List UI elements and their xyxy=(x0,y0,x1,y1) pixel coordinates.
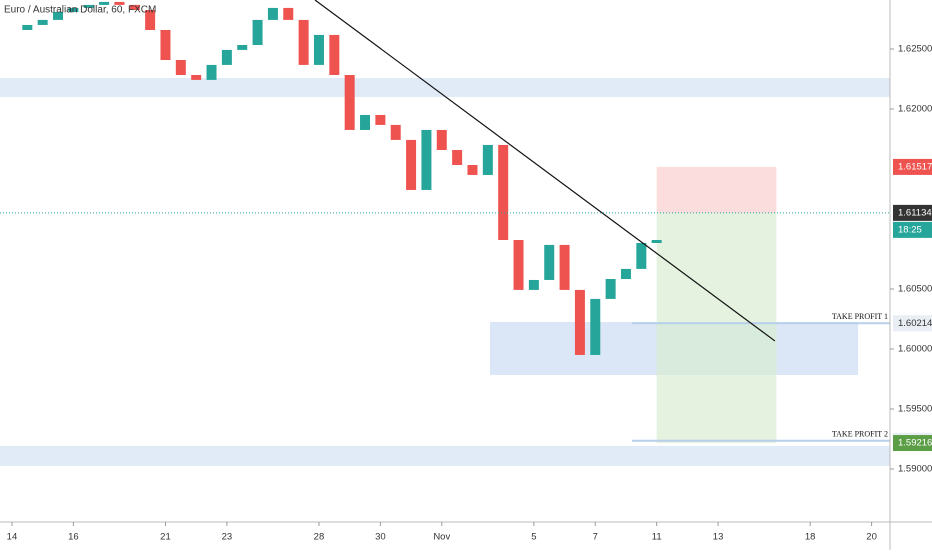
take-profit-label: TAKE PROFIT 1 xyxy=(832,312,888,321)
x-tick-label: 11 xyxy=(652,532,662,543)
candle-body xyxy=(421,129,432,190)
candle-body xyxy=(37,19,48,25)
x-tick-label: 14 xyxy=(7,532,18,543)
candle-body xyxy=(53,12,64,20)
x-tick-label: 20 xyxy=(866,532,877,543)
y-tick-label: 1.60500 xyxy=(898,283,932,294)
y-tick-label: 1.59500 xyxy=(898,403,932,414)
x-tick-label: 28 xyxy=(314,532,325,543)
price-badge xyxy=(893,204,932,221)
candle-body xyxy=(574,289,585,355)
countdown-label: 18:25 xyxy=(898,224,922,235)
candle-body xyxy=(83,4,94,8)
candle-body xyxy=(145,9,156,31)
price-badge xyxy=(893,315,932,332)
y-tick-label: 1.59000 xyxy=(898,463,932,474)
candle-body xyxy=(636,243,647,269)
candle-body xyxy=(559,244,570,290)
trendline xyxy=(314,0,776,342)
price-badge xyxy=(893,158,932,175)
price-badge xyxy=(893,435,932,452)
candle-body xyxy=(129,4,140,10)
candle-body xyxy=(313,34,324,65)
candle-body xyxy=(390,124,401,140)
candle-body xyxy=(651,240,662,243)
zone xyxy=(0,78,890,97)
candle-body xyxy=(298,19,309,65)
candle-body xyxy=(452,150,463,165)
candle-body xyxy=(175,60,186,75)
price-badge-label: 1.61134 xyxy=(898,207,932,218)
candle-body xyxy=(498,144,509,240)
x-tick-label: 16 xyxy=(68,532,79,543)
price-badge-label: 1.60214 xyxy=(898,318,932,329)
candle-body xyxy=(329,34,340,75)
candle-body xyxy=(221,49,232,65)
countdown-badge xyxy=(893,221,932,238)
candle-body xyxy=(482,144,493,175)
candle-body xyxy=(267,7,278,20)
candle-body xyxy=(114,1,125,5)
chart-title: Euro / Australian Dollar, 60, FXCM xyxy=(4,5,156,16)
candle-body xyxy=(22,24,33,30)
candle-body xyxy=(605,279,616,299)
take-profit-label: TAKE PROFIT 2 xyxy=(832,430,888,439)
candle-body xyxy=(513,240,524,290)
x-tick-label: 13 xyxy=(713,532,724,543)
stop-zone xyxy=(656,166,777,213)
candle-body xyxy=(344,75,355,130)
x-tick-label: 7 xyxy=(593,532,598,543)
x-tick-label: 21 xyxy=(160,532,171,543)
x-tick-label: Nov xyxy=(433,532,450,543)
zone xyxy=(0,445,890,466)
y-tick-label: 1.62000 xyxy=(898,103,932,114)
candle-body xyxy=(375,114,386,125)
candle-body xyxy=(360,114,371,130)
candle-body xyxy=(544,244,555,280)
x-tick-label: 23 xyxy=(222,532,233,543)
candle-body xyxy=(237,45,248,50)
candle-body xyxy=(99,1,110,5)
x-tick-label: 5 xyxy=(531,532,536,543)
candle-body xyxy=(191,75,202,80)
candle-body xyxy=(528,279,539,290)
candle-body xyxy=(206,64,217,80)
x-tick-label: 18 xyxy=(805,532,816,543)
target-zone xyxy=(656,212,777,444)
candle-body xyxy=(590,298,601,355)
candle-body xyxy=(252,19,263,45)
candle-body xyxy=(436,129,447,150)
candle-body xyxy=(68,7,79,12)
candle-body xyxy=(160,30,171,60)
price-badge-label: 1.61517 xyxy=(898,161,932,172)
y-tick-label: 1.62500 xyxy=(898,43,932,54)
price-badge-label: 1.59216 xyxy=(898,438,932,449)
x-tick-label: 30 xyxy=(375,532,386,543)
candle-body xyxy=(283,7,294,20)
candle-body xyxy=(467,165,478,175)
y-tick-label: 1.60000 xyxy=(898,343,932,354)
candle-body xyxy=(406,139,417,190)
candle-body xyxy=(620,268,631,279)
